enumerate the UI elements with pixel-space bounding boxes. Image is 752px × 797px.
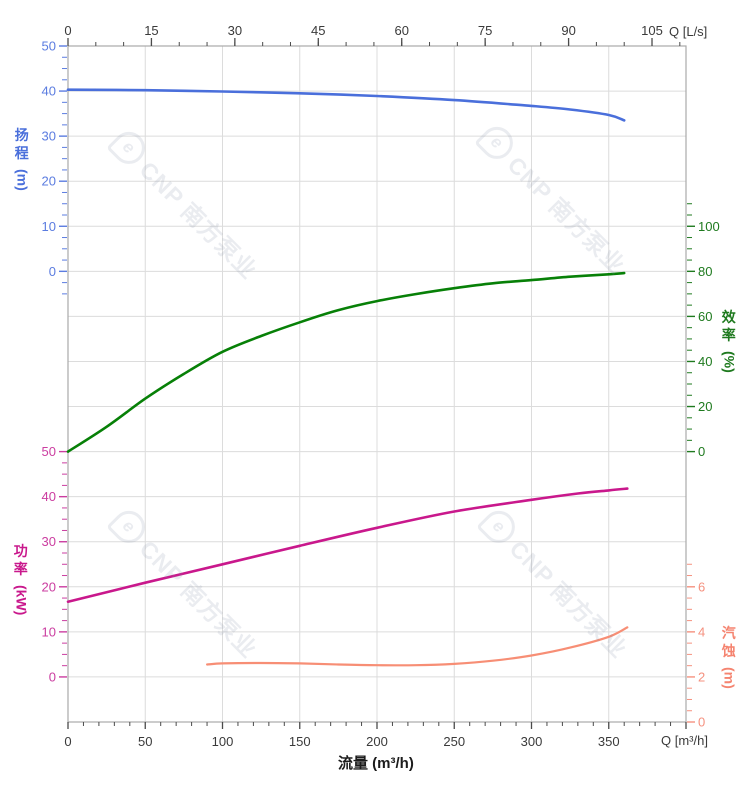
top-tick-label: 105 [641, 23, 663, 38]
eff-tick-label: 40 [698, 354, 712, 369]
eff-tick-label: 20 [698, 399, 712, 414]
top-axis: 0 15 30 45 60 75 90 105 [64, 23, 681, 46]
head-tick-label: 40 [42, 84, 56, 99]
head-axis: 50 40 30 20 10 0 [42, 39, 67, 295]
efficiency-axis-title: 效率 (%) [720, 309, 738, 373]
bottom-tick-label: 100 [212, 734, 234, 749]
head-tick-label: 30 [42, 129, 56, 144]
eff-axis: 100 80 60 40 20 0 [687, 203, 720, 459]
power-tick-label: 10 [42, 624, 56, 639]
head-curve-group [66, 88, 626, 122]
npsh-tick-label: 0 [698, 715, 705, 730]
top-tick-label: 15 [144, 23, 158, 38]
power-axis: 50 40 30 20 10 0 [42, 444, 67, 684]
head-axis-title-text: 扬程 [14, 127, 29, 161]
power-axis-title: 功率 (kW) [12, 543, 30, 615]
v-gridlines [144, 46, 610, 722]
x-axis-label: 流量 (m³/h) [338, 755, 414, 772]
eff-tick-label: 60 [698, 309, 712, 324]
top-axis-unit-label: Q [L/s] [669, 24, 708, 39]
power-tick-label: 30 [42, 534, 56, 549]
bottom-tick-label: 150 [289, 734, 311, 749]
npsh-tick-label: 2 [698, 669, 705, 684]
npsh-axis-title-text: 汽蚀 [721, 625, 736, 659]
npsh-tick-label: 6 [698, 579, 705, 594]
top-tick-label: 45 [311, 23, 325, 38]
power-curve-group [66, 487, 629, 603]
npsh-curve-group [206, 626, 629, 667]
npsh-curve [206, 626, 629, 667]
head-tick-label: 20 [42, 174, 56, 189]
bottom-tick-label: 50 [138, 734, 152, 749]
eff-tick-label: 100 [698, 219, 720, 234]
head-tick-label: 0 [49, 264, 56, 279]
top-tick-label: 60 [394, 23, 408, 38]
efficiency-axis-title-text: 效率 [721, 309, 736, 343]
head-curve [66, 88, 626, 122]
power-curve [66, 487, 629, 603]
npsh-axis: 6 4 2 0 [687, 563, 705, 730]
power-tick-label: 0 [49, 669, 56, 684]
eff-tick-label: 0 [698, 444, 705, 459]
head-axis-title: 扬程 (m) [13, 127, 31, 191]
power-axis-title-text: 功率 [13, 543, 28, 577]
top-tick-label: 30 [228, 23, 242, 38]
top-tick-label: 90 [561, 23, 575, 38]
npsh-tick-label: 4 [698, 624, 705, 639]
head-axis-unit: (m) [14, 169, 31, 191]
efficiency-curve [66, 271, 626, 453]
power-tick-label: 20 [42, 579, 56, 594]
eff-tick-label: 80 [698, 264, 712, 279]
top-tick-label: 75 [478, 23, 492, 38]
bottom-tick-label: 350 [598, 734, 620, 749]
bottom-tick-label: 250 [443, 734, 465, 749]
efficiency-curve-group [66, 271, 626, 453]
power-tick-label: 40 [42, 489, 56, 504]
bottom-tick-label: 0 [64, 734, 71, 749]
efficiency-axis-unit: (%) [721, 351, 738, 373]
npsh-axis-unit: (m) [721, 667, 738, 689]
head-tick-label: 50 [42, 39, 56, 54]
bottom-tick-label: 200 [366, 734, 388, 749]
bottom-tick-label: 300 [521, 734, 543, 749]
power-axis-unit: (kW) [13, 585, 30, 616]
head-tick-label: 10 [42, 219, 56, 234]
top-tick-label: 0 [64, 23, 71, 38]
bottom-axis: 0 50 100 150 200 250 300 350 [64, 722, 687, 749]
npsh-axis-title: 汽蚀 (m) [720, 625, 738, 689]
bottom-axis-unit-label: Q [m³/h] [661, 733, 708, 748]
power-tick-label: 50 [42, 444, 56, 459]
